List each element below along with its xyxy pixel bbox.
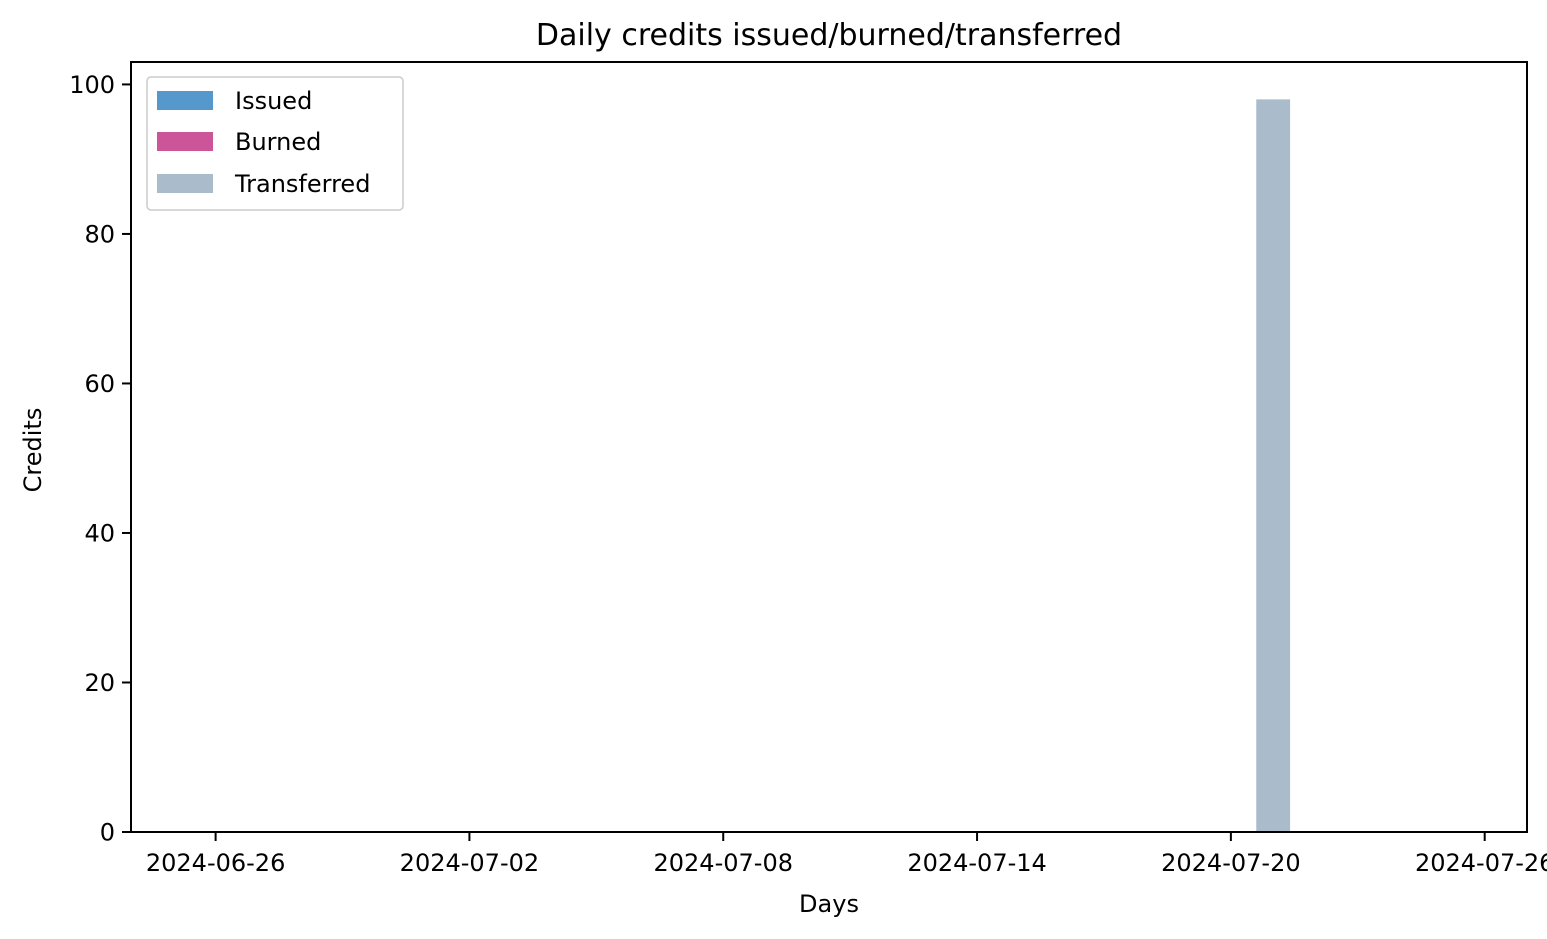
- x-tick-label: 2024-07-08: [654, 849, 793, 877]
- legend-label-burned: Burned: [235, 128, 321, 156]
- y-axis-ticks: 0 20 40 60 80 100: [69, 71, 131, 847]
- x-axis-label: Days: [799, 890, 859, 918]
- legend: Issued Burned Transferred: [146, 76, 404, 211]
- x-tick-label: 2024-06-26: [146, 849, 285, 877]
- y-tick-label: 60: [84, 370, 115, 398]
- legend-swatch-burned: [157, 132, 213, 151]
- x-tick-label: 2024-07-26: [1415, 849, 1547, 877]
- x-tick-label: 2024-07-02: [400, 849, 539, 877]
- y-tick-label: 80: [84, 220, 115, 248]
- y-axis-label: Credits: [19, 408, 47, 493]
- y-tick-label: 0: [100, 819, 115, 847]
- y-tick-label: 100: [69, 71, 115, 99]
- legend-label-issued: Issued: [235, 87, 312, 115]
- x-tick-label: 2024-07-20: [1161, 849, 1300, 877]
- plot-frame: [130, 61, 1528, 833]
- y-tick-label: 40: [84, 519, 115, 547]
- bars-layer: [1256, 99, 1291, 832]
- legend-label-transferred: Transferred: [234, 170, 370, 198]
- bar-transferred-2024-07-21: [1256, 99, 1291, 832]
- legend-swatch-transferred: [157, 174, 213, 193]
- legend-swatch-issued: [157, 91, 213, 110]
- x-tick-label: 2024-07-14: [907, 849, 1046, 877]
- x-axis-ticks: 2024-06-26 2024-07-02 2024-07-08 2024-07-14…: [146, 832, 1547, 877]
- y-tick-label: 20: [84, 669, 115, 697]
- chart-title: Daily credits issued/burned/transferred: [536, 18, 1122, 53]
